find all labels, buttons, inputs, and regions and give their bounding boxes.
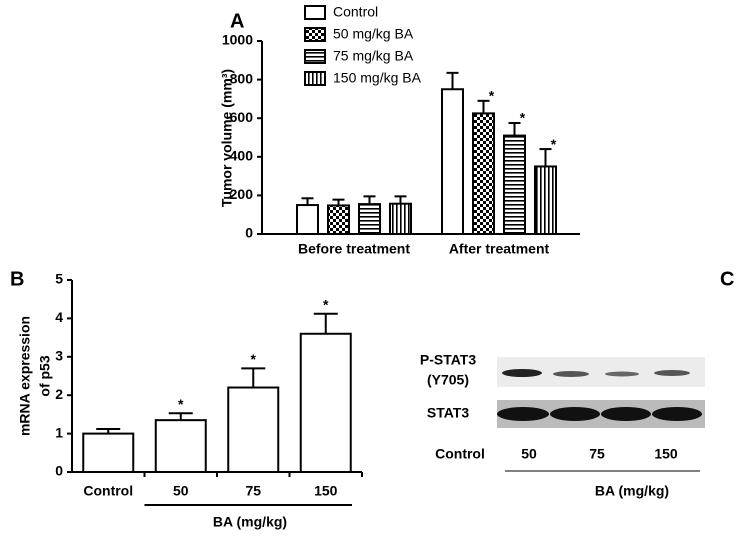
y-tick-label: 3 <box>55 348 63 364</box>
x-tick-label: 75 <box>245 483 261 499</box>
x-tick-label: After treatment <box>449 241 550 257</box>
band <box>553 371 589 377</box>
x-axis-title: BA (mg/kg) <box>213 514 287 530</box>
x-tick-label: Control <box>83 483 133 499</box>
y-tick-label: 200 <box>230 186 254 202</box>
band <box>605 371 639 377</box>
y-tick-label: 600 <box>230 109 254 125</box>
error-bar <box>508 122 521 136</box>
band <box>497 407 549 421</box>
error-bar <box>539 148 552 167</box>
lane-label: Control <box>435 446 485 462</box>
band <box>652 407 702 421</box>
x-tick-label: 50 <box>173 483 189 499</box>
y-axis-title: of p53 <box>37 355 53 396</box>
x-tick-label: Before treatment <box>298 241 410 257</box>
significance-mark: * <box>178 396 184 412</box>
legend-label: Control <box>333 4 378 20</box>
error-bar <box>168 412 193 421</box>
bar <box>327 204 350 236</box>
error-bar <box>241 367 266 388</box>
y-tick-label: 1 <box>55 424 63 440</box>
bar <box>503 134 526 236</box>
panel-label: B <box>10 268 24 290</box>
significance-mark: * <box>251 351 257 367</box>
bar <box>534 165 557 235</box>
band <box>550 407 600 421</box>
western-blot: C P-STAT3 (Y705) STAT3 Control 50 75 150… <box>420 268 735 498</box>
error-bar <box>363 195 376 205</box>
row-label: STAT3 <box>427 405 469 421</box>
row-label: (Y705) <box>427 372 469 388</box>
bar <box>389 202 412 236</box>
x-tick-label: 150 <box>314 483 338 499</box>
bar <box>358 203 381 236</box>
legend-label: 50 mg/kg BA <box>333 26 414 42</box>
lane-label: 75 <box>589 446 605 462</box>
group-label: BA (mg/kg) <box>595 483 669 499</box>
y-tick-label: 0 <box>245 225 253 241</box>
legend-swatch <box>304 71 326 86</box>
legend-swatch <box>304 49 326 64</box>
error-bar <box>313 312 338 334</box>
band <box>502 369 542 377</box>
bar <box>154 419 207 474</box>
bar <box>472 112 495 235</box>
error-bar <box>394 195 407 204</box>
error-bar <box>477 99 490 114</box>
error-bar <box>301 197 314 206</box>
y-tick-label: 4 <box>55 309 63 325</box>
lane-label: 50 <box>521 446 537 462</box>
bar <box>299 332 352 474</box>
y-axis-title: Tumor volume (mm³) <box>219 69 235 207</box>
legend-label: 150 mg/kg BA <box>333 70 422 86</box>
legend-label: 75 mg/kg BA <box>333 48 414 64</box>
legend-swatch <box>304 27 326 42</box>
band <box>654 370 690 376</box>
significance-mark: * <box>489 88 495 104</box>
band <box>601 407 651 421</box>
y-tick-label: 2 <box>55 386 63 402</box>
y-tick-label: 5 <box>55 271 63 287</box>
error-bar <box>446 71 459 90</box>
panel-label: A <box>230 10 244 32</box>
bar <box>227 386 280 473</box>
row-label: P-STAT3 <box>420 352 476 368</box>
panel-label: C <box>720 268 734 290</box>
y-axis-title: mRNA expression <box>17 316 33 436</box>
bar <box>296 204 319 236</box>
y-tick-label: 0 <box>55 463 63 479</box>
bar <box>441 88 464 235</box>
bar <box>82 432 135 474</box>
significance-mark: * <box>551 136 557 152</box>
legend-swatch <box>304 5 326 20</box>
significance-mark: * <box>520 110 526 126</box>
y-tick-label: 800 <box>230 70 254 86</box>
y-tick-label: 1000 <box>222 32 253 48</box>
lane-label: 150 <box>654 446 678 462</box>
y-tick-label: 400 <box>230 148 254 164</box>
significance-mark: * <box>323 296 329 312</box>
